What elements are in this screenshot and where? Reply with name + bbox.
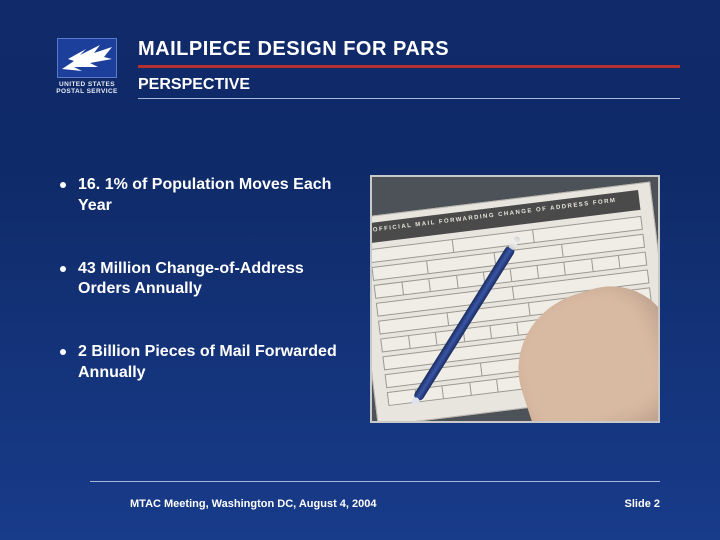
bullet-item: 43 Million Change-of-Address Orders Annu…: [60, 259, 350, 301]
bullet-list: 16. 1% of Population Moves Each Year 43 …: [60, 175, 370, 426]
title-area: MAILPIECE DESIGN FOR PARS PERSPECTIVE: [138, 38, 680, 99]
eagle-icon: [57, 38, 117, 78]
bullet-dot-icon: [60, 182, 66, 188]
bullet-dot-icon: [60, 266, 66, 272]
slide: UNITED STATES POSTAL SERVICE MAILPIECE D…: [0, 0, 720, 540]
logo-line1: UNITED STATES: [56, 81, 118, 88]
footer-right: Slide 2: [625, 498, 660, 510]
slide-title: MAILPIECE DESIGN FOR PARS: [138, 38, 680, 68]
header: UNITED STATES POSTAL SERVICE MAILPIECE D…: [52, 38, 680, 99]
logo-line2: POSTAL SERVICE: [56, 88, 118, 95]
footer-left: MTAC Meeting, Washington DC, August 4, 2…: [130, 498, 377, 510]
bullet-text: 2 Billion Pieces of Mail Forwarded Annua…: [78, 342, 350, 384]
bullet-dot-icon: [60, 349, 66, 355]
footer: MTAC Meeting, Washington DC, August 4, 2…: [130, 498, 660, 510]
bullet-text: 16. 1% of Population Moves Each Year: [78, 175, 350, 217]
bullet-item: 16. 1% of Population Moves Each Year: [60, 175, 350, 217]
usps-logo-block: UNITED STATES POSTAL SERVICE: [52, 38, 122, 95]
bullet-item: 2 Billion Pieces of Mail Forwarded Annua…: [60, 342, 350, 384]
body: 16. 1% of Population Moves Each Year 43 …: [60, 175, 660, 426]
slide-image: OFFICIAL MAIL FORWARDING CHANGE OF ADDRE…: [370, 175, 660, 423]
logo-text: UNITED STATES POSTAL SERVICE: [56, 81, 118, 95]
slide-subtitle: PERSPECTIVE: [138, 76, 680, 99]
bullet-text: 43 Million Change-of-Address Orders Annu…: [78, 259, 350, 301]
footer-rule: [90, 481, 660, 482]
